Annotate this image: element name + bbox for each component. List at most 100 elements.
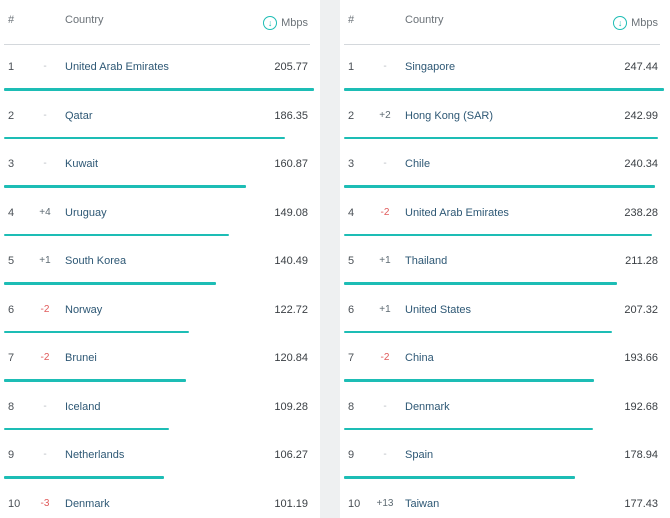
rank-value: 1 xyxy=(8,61,15,73)
speed-value: 247.44 xyxy=(624,61,658,73)
table-row[interactable]: 4 -2 United Arab Emirates 238.28 xyxy=(344,191,660,240)
speed-bar xyxy=(344,88,664,91)
speed-bar xyxy=(4,185,246,188)
table-row[interactable]: 5 +1 Thailand 211.28 xyxy=(344,239,660,288)
rank-change-value: -2 xyxy=(40,303,50,315)
table-row[interactable]: 6 -2 Norway 122.72 xyxy=(4,288,310,337)
speed-value: 193.66 xyxy=(624,352,658,364)
table-row[interactable]: 6 +1 United States 207.32 xyxy=(344,288,660,337)
country-name-link[interactable]: Brunei xyxy=(65,352,97,364)
table-header: # Country ↓ Mbps xyxy=(344,0,660,45)
speed-column-header[interactable]: ↓ Mbps xyxy=(613,16,658,30)
country-column-header: Country xyxy=(65,14,104,26)
country-name-link[interactable]: Uruguay xyxy=(65,206,107,219)
speed-bar xyxy=(344,185,655,188)
table-row[interactable]: 1 - Singapore 247.44 xyxy=(344,45,664,94)
rank-column-header: # xyxy=(348,14,355,26)
speed-column-header[interactable]: ↓ Mbps xyxy=(263,16,308,30)
speed-unit-label: Mbps xyxy=(631,17,658,29)
rank-value: 5 xyxy=(348,255,355,267)
table-row[interactable]: 1 - United Arab Emirates 205.77 xyxy=(4,45,314,94)
rank-value: 10 xyxy=(8,497,21,510)
ranking-rows: 1 - United Arab Emirates 205.77 2 - Qatar 186.3… xyxy=(0,45,320,518)
country-name-link[interactable]: South Korea xyxy=(65,255,127,267)
table-row[interactable]: 7 -2 Brunei 120.84 xyxy=(4,336,310,385)
speed-bar xyxy=(4,136,285,139)
rank-value: 2 xyxy=(348,109,355,122)
speed-value: 120.84 xyxy=(274,352,308,364)
speed-bar xyxy=(344,476,575,479)
country-name-link[interactable]: Iceland xyxy=(65,400,101,413)
table-row[interactable]: 4 +4 Uruguay 149.08 xyxy=(4,191,310,240)
speed-bar xyxy=(4,88,314,91)
rank-change-value: - xyxy=(43,109,47,121)
speed-value: 240.34 xyxy=(624,158,658,170)
table-row[interactable]: 7 -2 China 193.66 xyxy=(344,336,660,385)
rank-value: 1 xyxy=(348,61,355,73)
country-name-link[interactable]: Hong Kong (SAR) xyxy=(405,109,494,122)
table-row[interactable]: 2 - Qatar 186.35 xyxy=(4,94,310,143)
rank-change-value: +2 xyxy=(379,109,391,121)
speed-value: 238.28 xyxy=(624,206,658,219)
rank-change-value: - xyxy=(43,61,47,72)
speed-value: 178.94 xyxy=(624,449,658,461)
speed-value: 211.28 xyxy=(625,255,658,267)
speed-value: 160.87 xyxy=(274,158,308,170)
table-row[interactable]: 10 +13 Taiwan 177.43 xyxy=(344,482,660,518)
download-arrow-circle-icon: ↓ xyxy=(613,16,628,30)
rank-change-value: - xyxy=(383,400,387,412)
country-name-link[interactable]: China xyxy=(405,352,434,364)
speed-value: 140.49 xyxy=(274,255,308,267)
rank-value: 7 xyxy=(348,352,355,364)
rank-value: 4 xyxy=(8,206,15,219)
table-row[interactable]: 3 - Kuwait 160.87 xyxy=(4,142,310,191)
country-name-link[interactable]: Kuwait xyxy=(65,158,99,170)
speed-value: 106.27 xyxy=(274,449,308,461)
table-row[interactable]: 2 +2 Hong Kong (SAR) 242.99 xyxy=(344,94,660,143)
rank-value: 8 xyxy=(348,400,355,413)
table-row[interactable]: 9 - Netherlands 106.27 xyxy=(4,433,310,482)
country-name-link[interactable]: United States xyxy=(405,303,472,316)
rank-value: 3 xyxy=(348,158,355,170)
country-name-link[interactable]: Netherlands xyxy=(65,449,125,461)
country-name-link[interactable]: United Arab Emirates xyxy=(65,61,169,73)
speed-bar xyxy=(344,282,617,285)
rank-change-value: -2 xyxy=(380,206,390,218)
speed-bar xyxy=(4,330,189,333)
speed-bar xyxy=(4,427,169,430)
country-name-link[interactable]: Singapore xyxy=(405,61,456,73)
table-row[interactable]: 8 - Iceland 109.28 xyxy=(4,385,310,434)
rank-value: 5 xyxy=(8,255,15,267)
speed-bar xyxy=(4,379,186,382)
country-name-link[interactable]: Taiwan xyxy=(405,497,440,510)
table-row[interactable]: 5 +1 South Korea 140.49 xyxy=(4,239,310,288)
rank-change-value: -3 xyxy=(40,497,50,509)
rank-change-value: +4 xyxy=(39,206,51,218)
country-name-link[interactable]: Thailand xyxy=(405,255,448,267)
table-header: # Country ↓ Mbps xyxy=(4,0,310,45)
speed-bar xyxy=(344,427,593,430)
table-row[interactable]: 10 -3 Denmark 101.19 xyxy=(4,482,310,518)
rank-value: 7 xyxy=(8,352,15,364)
speed-value: 186.35 xyxy=(274,109,308,122)
country-name-link[interactable]: Spain xyxy=(405,449,434,461)
speed-value: 122.72 xyxy=(274,303,308,316)
table-row[interactable]: 8 - Denmark 192.68 xyxy=(344,385,660,434)
country-name-link[interactable]: United Arab Emirates xyxy=(405,206,509,219)
speed-value: 109.28 xyxy=(274,400,308,413)
speed-value: 205.77 xyxy=(274,61,308,73)
rank-value: 10 xyxy=(348,497,361,510)
table-row[interactable]: 3 - Chile 240.34 xyxy=(344,142,660,191)
table-row[interactable]: 9 - Spain 178.94 xyxy=(344,433,660,482)
speed-value: 207.32 xyxy=(624,303,658,316)
country-name-link[interactable]: Denmark xyxy=(405,400,450,413)
rank-value: 8 xyxy=(8,400,15,413)
rank-change-value: +1 xyxy=(379,303,391,315)
country-name-link[interactable]: Norway xyxy=(65,303,103,316)
country-name-link[interactable]: Qatar xyxy=(65,109,93,122)
country-name-link[interactable]: Denmark xyxy=(65,497,110,510)
country-name-link[interactable]: Chile xyxy=(405,158,431,170)
rank-change-value: -2 xyxy=(40,352,50,363)
rank-change-value: +13 xyxy=(376,497,394,509)
speed-value: 177.43 xyxy=(624,497,658,510)
